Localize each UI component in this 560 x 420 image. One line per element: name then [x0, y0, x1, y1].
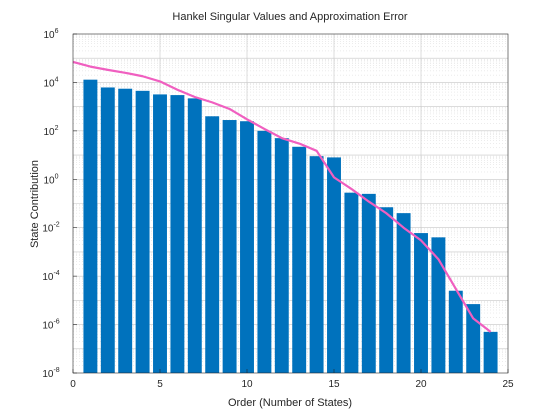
x-tick-label: 5 [157, 379, 163, 390]
y-tick-label: 100 [43, 173, 58, 186]
x-ticks: 0 5 10 15 20 25 [70, 369, 514, 390]
x-tick-label: 10 [241, 379, 253, 390]
x-axis-label: Order (Number of States) [228, 397, 352, 409]
bar [170, 95, 185, 373]
bar [135, 90, 150, 374]
bar [187, 98, 202, 374]
bar [379, 207, 394, 373]
x-tick-label: 25 [502, 379, 514, 390]
bar [274, 138, 289, 373]
bar [153, 94, 167, 373]
bar [292, 146, 307, 373]
bar [118, 88, 133, 373]
y-axis-label: State Contribution [29, 160, 41, 248]
bar [361, 193, 376, 373]
y-tick-label: 102 [43, 125, 58, 138]
bar [448, 290, 463, 373]
bar [205, 116, 220, 373]
x-tick-label: 15 [328, 379, 340, 390]
x-tick-label: 0 [70, 379, 76, 390]
bar [83, 79, 98, 373]
approx-error-line [72, 60, 492, 333]
bar [344, 192, 359, 373]
y-tick-label: 10-8 [42, 367, 59, 380]
chart-title: Hankel Singular Values and Approximation… [172, 11, 408, 23]
bar [309, 156, 324, 373]
y-tick-label: 10-4 [42, 270, 59, 283]
x-tick-label: 20 [415, 379, 427, 390]
y-tick-label: 10-2 [42, 222, 59, 235]
bar [222, 120, 237, 373]
bar [100, 87, 115, 373]
y-tick-label: 104 [43, 76, 58, 89]
y-tick-label: 10-6 [42, 319, 59, 332]
y-ticks: 10-8 10-6 10-4 10-2 100 102 104 106 [42, 28, 77, 380]
bar [327, 157, 341, 373]
bar [483, 331, 498, 373]
bar [257, 130, 272, 373]
bar [240, 121, 254, 373]
approx-error-series [72, 60, 492, 333]
bar [431, 237, 446, 373]
bar-series [83, 79, 498, 374]
bar [414, 233, 428, 373]
plot-frame [72, 33, 509, 374]
bar [466, 304, 481, 373]
bar [396, 213, 411, 373]
y-tick-label: 106 [43, 28, 58, 41]
